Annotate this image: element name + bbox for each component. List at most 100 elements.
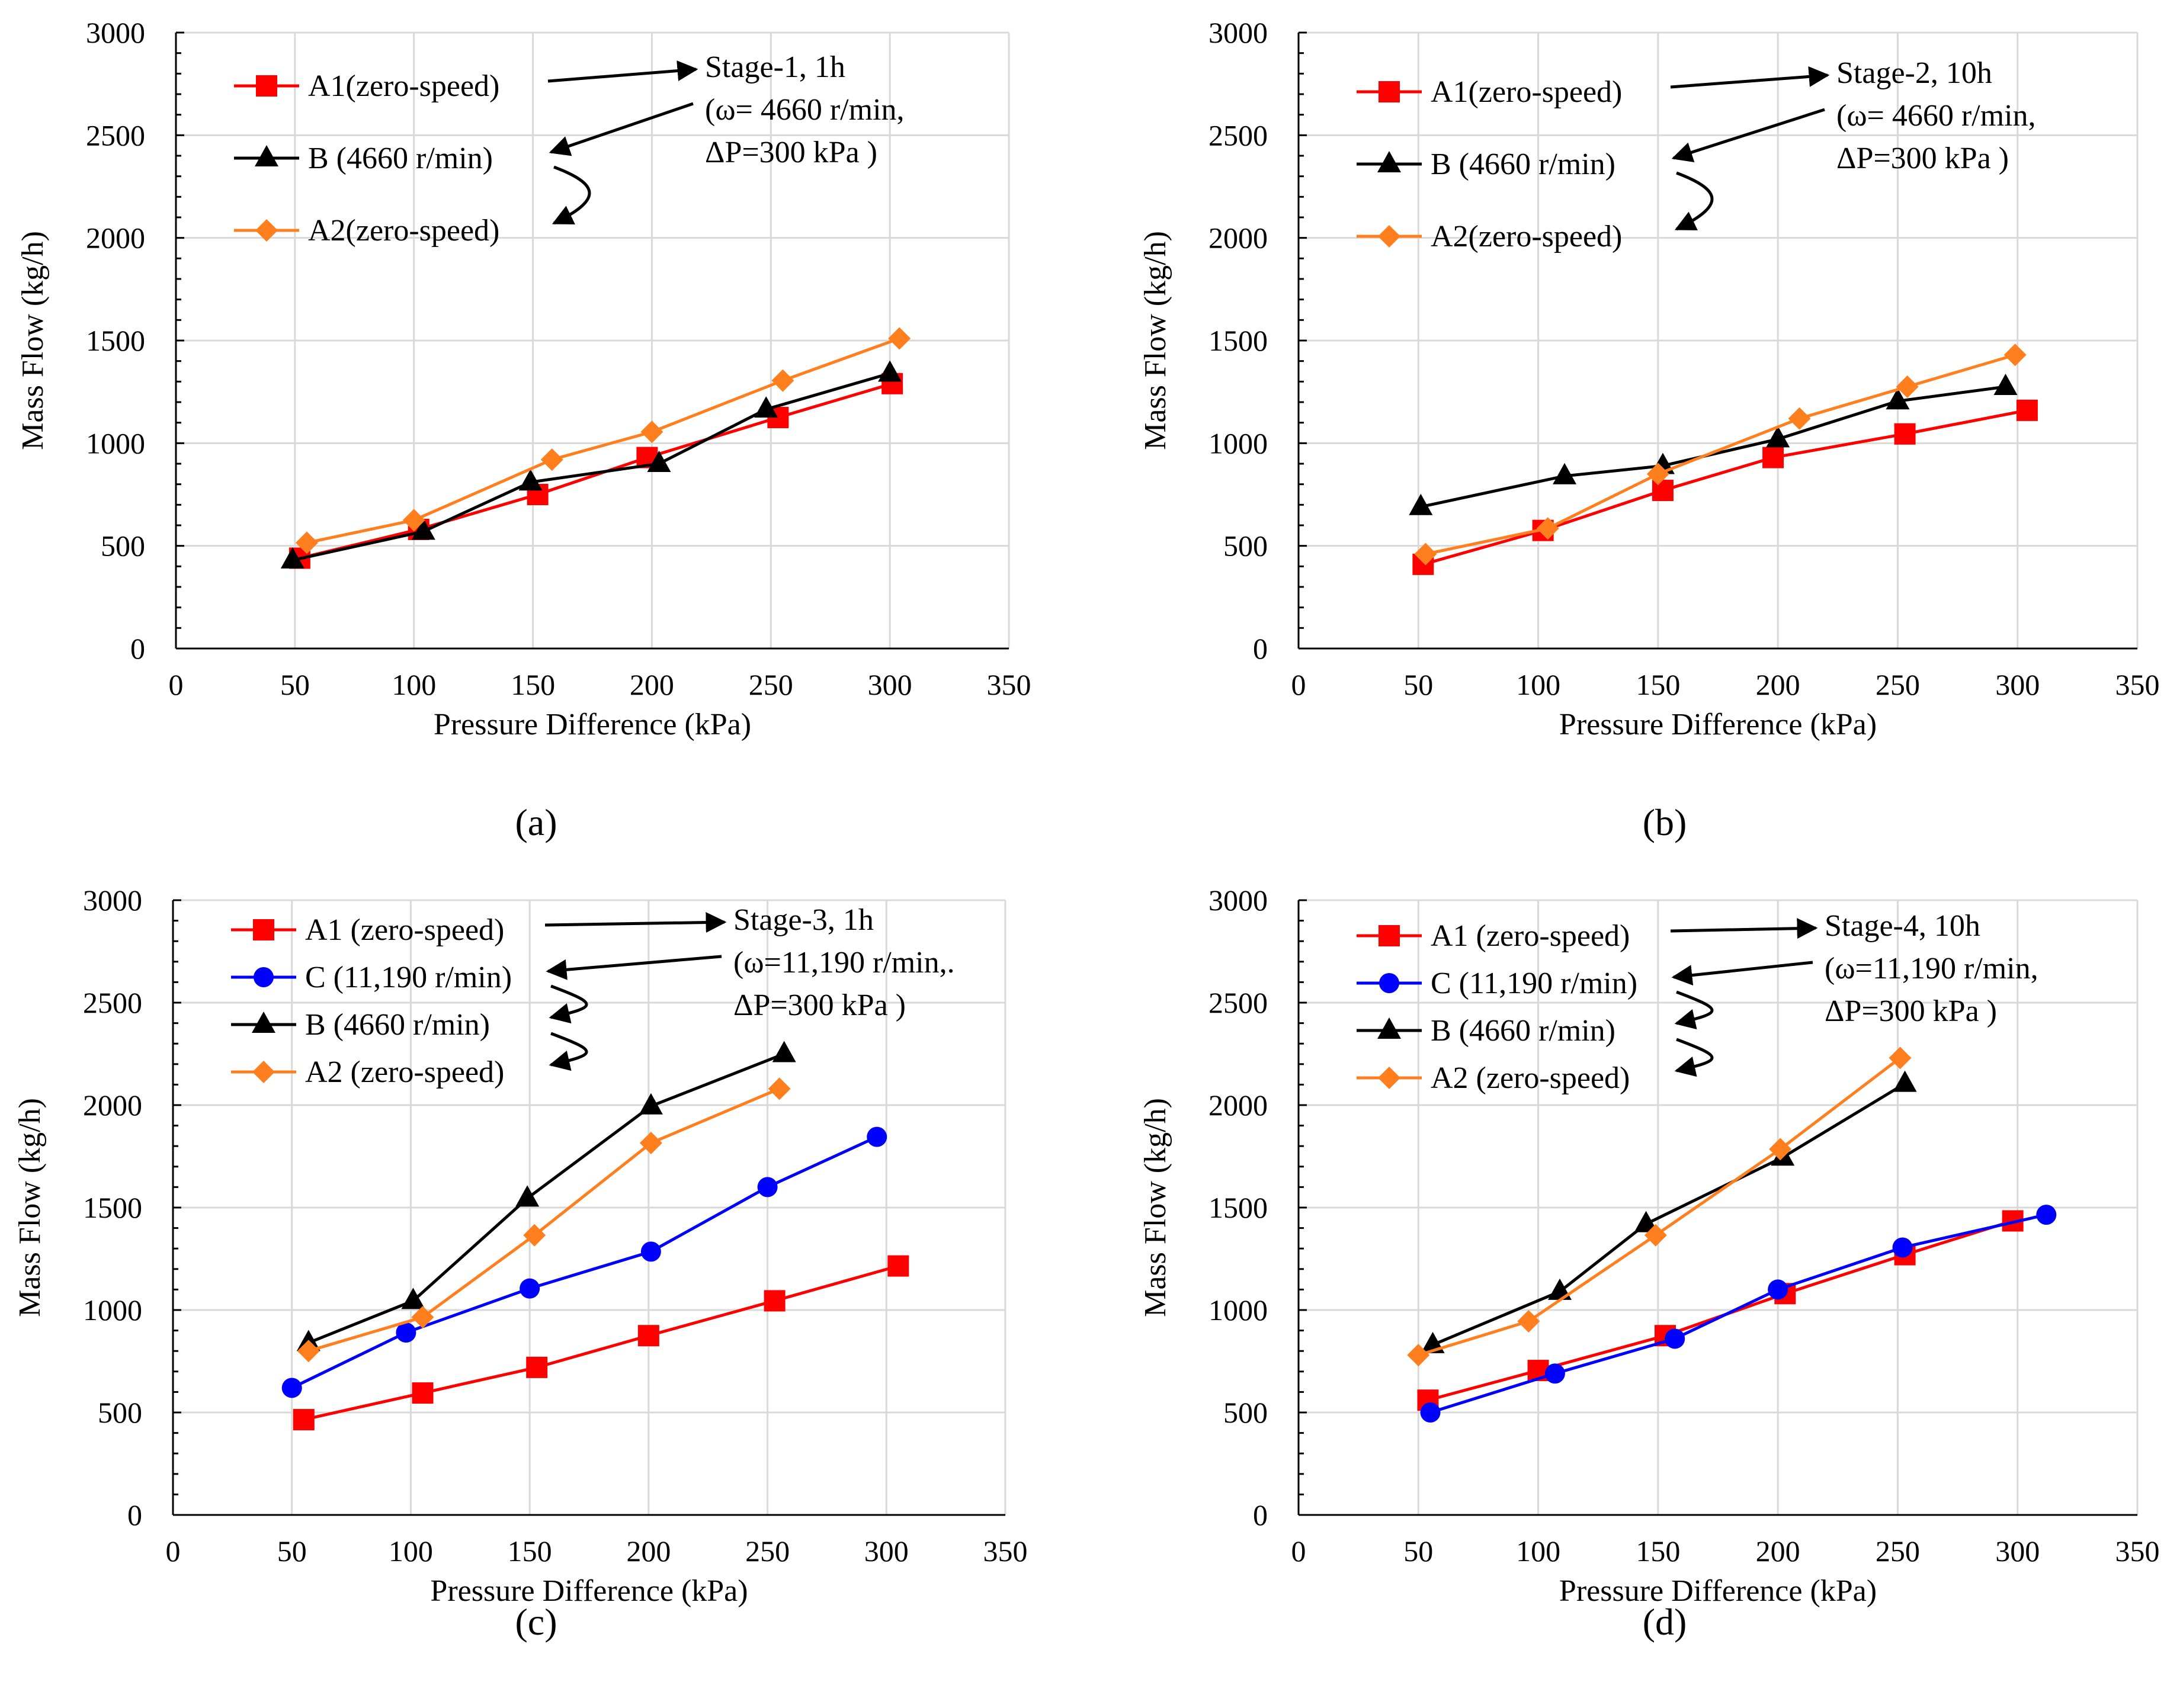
curved-arrow bbox=[549, 984, 588, 1024]
data-point-C bbox=[520, 1278, 540, 1299]
curved-arrow bbox=[1674, 990, 1714, 1030]
data-point-B bbox=[1993, 374, 2018, 395]
data-point-B bbox=[1634, 1211, 1658, 1232]
legend-marker-C bbox=[254, 967, 274, 987]
x-tick-label: 150 bbox=[1636, 668, 1680, 701]
stage-annotation: (ω= 4660 r/min, bbox=[705, 93, 905, 127]
y-tick-label: 1000 bbox=[1208, 1293, 1268, 1327]
stage-annotation: ΔP=300 kPa ) bbox=[1825, 994, 1997, 1028]
data-point-A2 bbox=[639, 1132, 662, 1155]
data-point-A1 bbox=[2016, 399, 2038, 421]
legend-marker-A2 bbox=[1378, 1067, 1400, 1089]
data-point-A2 bbox=[1536, 517, 1559, 540]
data-point-B bbox=[1553, 463, 1577, 484]
data-point-B bbox=[1893, 1070, 1917, 1092]
curved-arrow bbox=[1674, 171, 1714, 231]
data-point-A1 bbox=[293, 1409, 315, 1431]
data-point-A2 bbox=[297, 1340, 320, 1363]
y-tick-label: 500 bbox=[98, 1396, 142, 1429]
data-point-C bbox=[396, 1322, 416, 1343]
data-point-B bbox=[772, 1041, 796, 1062]
chart-panel-b: 0 50 100 150 200 250 300 350 0 500 1000 1500 2000 250… bbox=[1139, 16, 2160, 843]
curved-arrow bbox=[552, 165, 591, 225]
legend-label-A2: A2(zero-speed) bbox=[308, 214, 499, 248]
arrow-to-stage bbox=[547, 60, 698, 83]
arrow-to-next-run bbox=[1671, 961, 1813, 986]
series-line-B bbox=[292, 372, 890, 562]
legend-marker-A1 bbox=[256, 75, 277, 97]
panel-label: (c) bbox=[515, 1601, 557, 1643]
data-point-C bbox=[1768, 1279, 1788, 1300]
y-tick-label: 1500 bbox=[1208, 324, 1268, 357]
legend-marker-A2 bbox=[252, 1061, 275, 1083]
series-line-B bbox=[307, 1052, 785, 1344]
data-point-A2 bbox=[1517, 1310, 1540, 1333]
legend-marker-A2 bbox=[1378, 225, 1400, 248]
series-line-B bbox=[1420, 385, 2006, 509]
data-point-B bbox=[878, 360, 902, 382]
x-tick-label: 250 bbox=[1876, 668, 1920, 701]
legend-marker-A1 bbox=[253, 919, 274, 940]
x-axis-title: Pressure Difference (kPa) bbox=[1559, 1574, 1877, 1608]
x-tick-label: 300 bbox=[1995, 668, 2040, 701]
x-tick-label: 150 bbox=[1636, 1534, 1680, 1568]
x-tick-label: 250 bbox=[745, 1534, 790, 1568]
y-axis-title: Mass Flow (kg/h) bbox=[1139, 1098, 1172, 1317]
x-tick-label: 50 bbox=[1403, 1534, 1433, 1568]
data-point-A2 bbox=[523, 1224, 546, 1247]
x-tick-label: 150 bbox=[511, 668, 555, 701]
data-point-A2 bbox=[1407, 1344, 1430, 1367]
data-point-C bbox=[757, 1177, 778, 1197]
y-tick-label: 1000 bbox=[1208, 426, 1268, 460]
legend-label-C: C (11,190 r/min) bbox=[305, 961, 512, 994]
data-point-C bbox=[281, 1378, 302, 1398]
data-point-C bbox=[867, 1126, 887, 1147]
x-tick-label: 100 bbox=[1516, 668, 1560, 701]
x-tick-label: 350 bbox=[983, 1534, 1028, 1568]
data-point-C bbox=[2036, 1205, 2057, 1225]
data-point-A2 bbox=[2003, 343, 2027, 367]
y-tick-label: 3000 bbox=[1208, 16, 1268, 49]
legend-label-A1: A1 (zero-speed) bbox=[305, 913, 504, 947]
data-point-C bbox=[1420, 1402, 1441, 1423]
data-point-A1 bbox=[887, 1255, 909, 1277]
legend-marker-B bbox=[1377, 1017, 1401, 1039]
chart-panel-c: 0 50 100 150 200 250 300 350 0 500 1000 1500 2000 250… bbox=[13, 884, 1028, 1643]
x-tick-label: 100 bbox=[389, 1534, 433, 1568]
x-tick-label: 350 bbox=[2115, 668, 2160, 701]
legend-label-C: C (11,190 r/min) bbox=[1431, 967, 1637, 1000]
legend-label-B: B (4660 r/min) bbox=[305, 1008, 490, 1042]
stage-annotation: (ω=11,190 r/min, bbox=[1825, 952, 2038, 985]
data-point-A2 bbox=[402, 509, 425, 532]
data-point-B bbox=[647, 451, 671, 472]
x-tick-label: 50 bbox=[280, 668, 310, 701]
data-point-A2 bbox=[1646, 463, 1669, 486]
data-point-B bbox=[1886, 388, 1910, 410]
y-tick-label: 500 bbox=[1223, 1396, 1268, 1429]
legend-label-A1: A1(zero-speed) bbox=[1431, 75, 1622, 109]
series-line-A1 bbox=[1422, 409, 2028, 566]
legend-marker-A1 bbox=[1379, 925, 1400, 946]
stage-annotation: Stage-2, 10h bbox=[1836, 56, 1992, 90]
data-point-C bbox=[1544, 1363, 1565, 1384]
stage-annotation: Stage-4, 10h bbox=[1825, 909, 1980, 943]
x-tick-label: 250 bbox=[1876, 1534, 1920, 1568]
panel-label: (a) bbox=[515, 801, 557, 843]
legend-label-A1: A1(zero-speed) bbox=[308, 69, 499, 103]
x-tick-label: 200 bbox=[626, 1534, 671, 1568]
stage-annotation: ΔP=300 kPa ) bbox=[733, 988, 906, 1022]
x-axis-title: Pressure Difference (kPa) bbox=[430, 1574, 748, 1608]
data-point-A2 bbox=[888, 327, 911, 350]
x-tick-label: 200 bbox=[1756, 668, 1800, 701]
legend-marker-A1 bbox=[1379, 81, 1400, 102]
data-point-A2 bbox=[771, 369, 794, 392]
data-point-A2 bbox=[1896, 375, 1919, 398]
data-point-B bbox=[754, 396, 778, 418]
legend-label-A1: A1 (zero-speed) bbox=[1431, 919, 1630, 953]
legend-label-B: B (4660 r/min) bbox=[308, 142, 493, 175]
x-tick-label: 300 bbox=[864, 1534, 909, 1568]
series-line-C bbox=[1429, 1213, 2047, 1414]
data-point-A2 bbox=[1414, 542, 1437, 566]
y-tick-label: 2500 bbox=[1208, 986, 1268, 1019]
